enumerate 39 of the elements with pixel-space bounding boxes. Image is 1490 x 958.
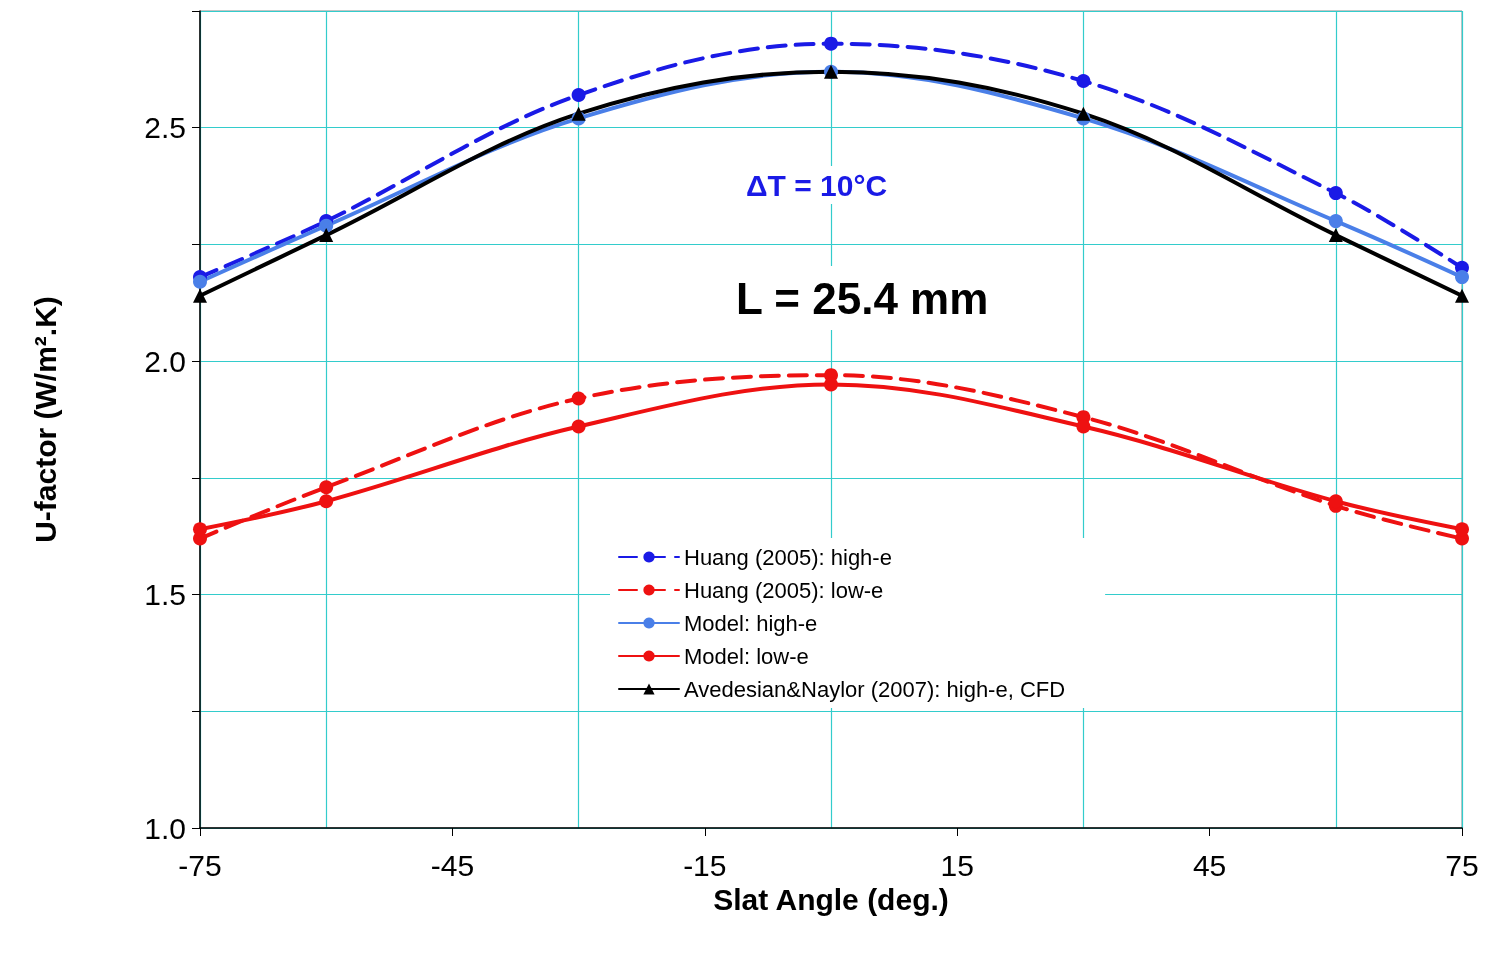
legend-label: Model: high-e [684, 610, 818, 636]
annotation: L = 25.4 mm [736, 273, 989, 323]
point [193, 274, 207, 289]
legend-label: Avedesian&Naylor (2007): high-e, CFD [684, 676, 1066, 702]
y-tick-label: 1.0 [144, 811, 186, 845]
annotation: ΔT = 10°C [746, 168, 888, 202]
point [1328, 228, 1343, 243]
x-tick-label: -75 [178, 848, 222, 882]
point [1076, 106, 1091, 121]
point [319, 494, 334, 509]
point [571, 88, 586, 103]
point [824, 36, 838, 51]
point [1455, 270, 1469, 285]
x-tick-label: 75 [1445, 848, 1479, 882]
x-tick-label: -45 [430, 848, 475, 882]
x-tick-label: 45 [1192, 848, 1227, 882]
point [193, 288, 207, 303]
y-tick-label: 2.5 [144, 111, 186, 145]
x-tick-label: -15 [683, 848, 727, 882]
y-tick-label: 1.5 [144, 578, 186, 612]
x-tick-label: 15 [940, 848, 974, 882]
x-axis-title: Slat Angle (deg.) [713, 883, 949, 917]
point [571, 419, 586, 434]
point [1328, 186, 1343, 201]
y-axis-title: U-factor (W/m².K) [28, 296, 62, 543]
point [571, 106, 586, 121]
point [1076, 419, 1091, 434]
point [1455, 288, 1469, 303]
point [319, 218, 334, 233]
point [319, 480, 334, 495]
legend-label: Huang (2005): low-e [684, 577, 884, 603]
point [319, 228, 334, 243]
legend-label: Huang (2005): high-e [684, 544, 892, 570]
point [824, 377, 838, 392]
point [571, 391, 586, 406]
legend-label: Model: low-e [684, 643, 809, 669]
y-tick-label: 2.0 [144, 344, 186, 378]
point [1328, 214, 1343, 229]
point [1076, 74, 1091, 89]
